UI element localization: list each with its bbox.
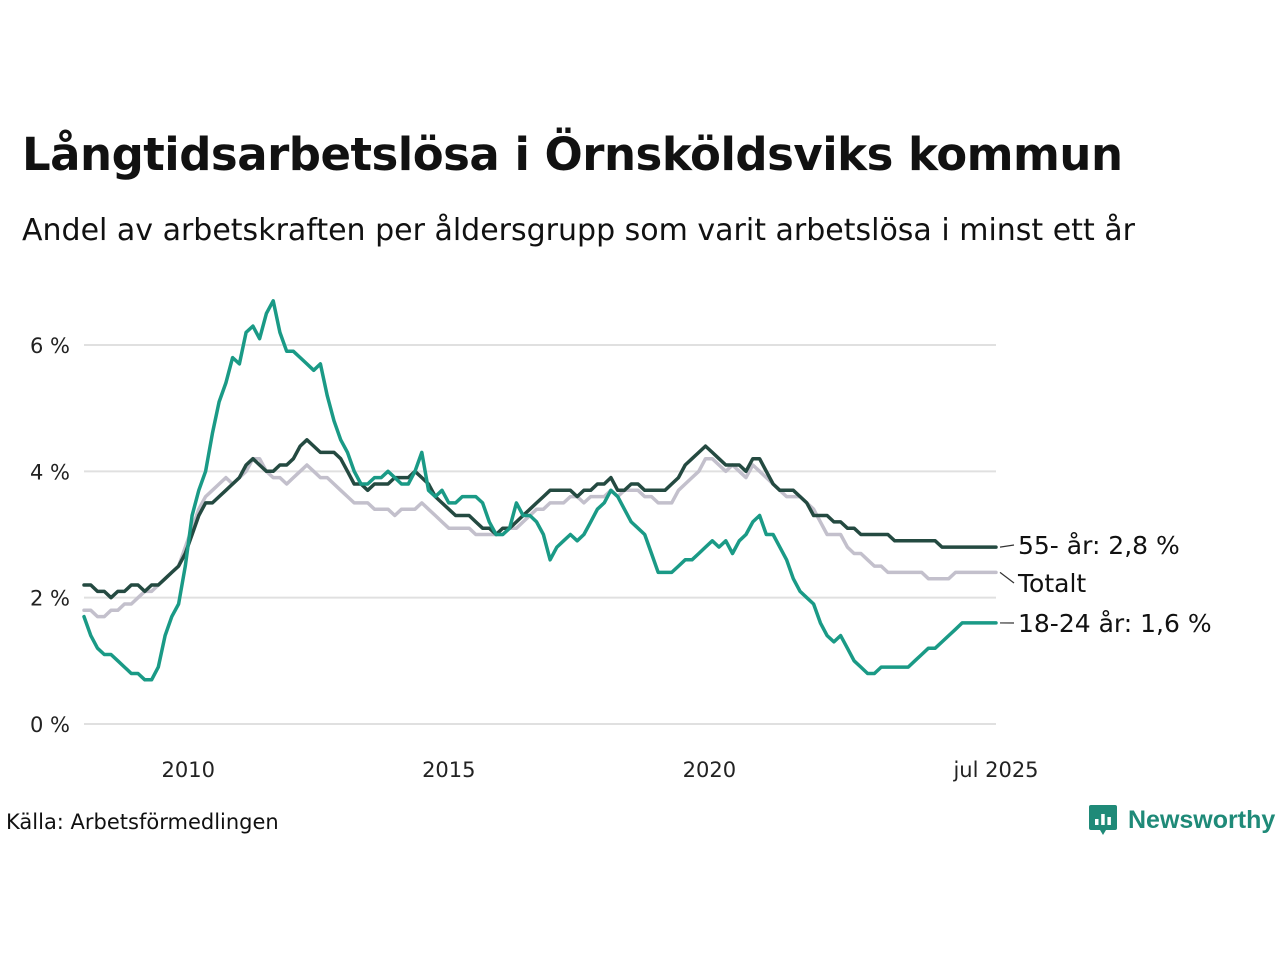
newsworthy-logo-icon (1089, 805, 1117, 835)
brand-name: Newsworthy (1128, 805, 1276, 834)
brand-logo[interactable]: Newsworthy (1088, 803, 1275, 837)
y-tick-label: 6 % (30, 334, 70, 358)
series-lines (82, 299, 998, 682)
x-axis-labels: 2010 2015 2020 jul 2025 (162, 758, 1039, 782)
chart-title: Långtidsarbetslösa i Örnsköldsviks kommu… (22, 128, 1123, 181)
chart-subtitle: Andel av arbetskraften per åldersgrupp s… (22, 213, 1135, 248)
x-tick-label: 2015 (422, 758, 475, 782)
line-chart: 0 % 2 % 4 % 6 % 2010 2015 2020 jul 2025 Totalt… (30, 299, 1212, 782)
y-tick-label: 2 % (30, 587, 70, 611)
x-tick-label: jul 2025 (952, 758, 1038, 782)
series-line-18-24-r (82, 299, 998, 682)
end-label-connector (999, 571, 1015, 584)
end-labels: Totalt 55- år: 2,8 % 18-24 år: 1,6 % (999, 531, 1212, 638)
x-tick-label: 2010 (162, 758, 215, 782)
grid-lines (84, 344, 996, 725)
end-label-totalt: Totalt (1017, 569, 1086, 598)
y-tick-label: 0 % (30, 713, 70, 737)
source-note: Källa: Arbetsförmedlingen (6, 810, 279, 834)
y-axis-labels: 0 % 2 % 4 % 6 % (30, 334, 70, 737)
end-label-connector (999, 544, 1015, 548)
series-line-totalt (82, 456, 998, 619)
y-tick-label: 4 % (30, 460, 70, 484)
end-label-18-24-r: 18-24 år: 1,6 % (1018, 609, 1212, 638)
end-label-55-r: 55- år: 2,8 % (1018, 531, 1180, 560)
series-line-55-r (82, 438, 998, 600)
x-tick-label: 2020 (683, 758, 736, 782)
